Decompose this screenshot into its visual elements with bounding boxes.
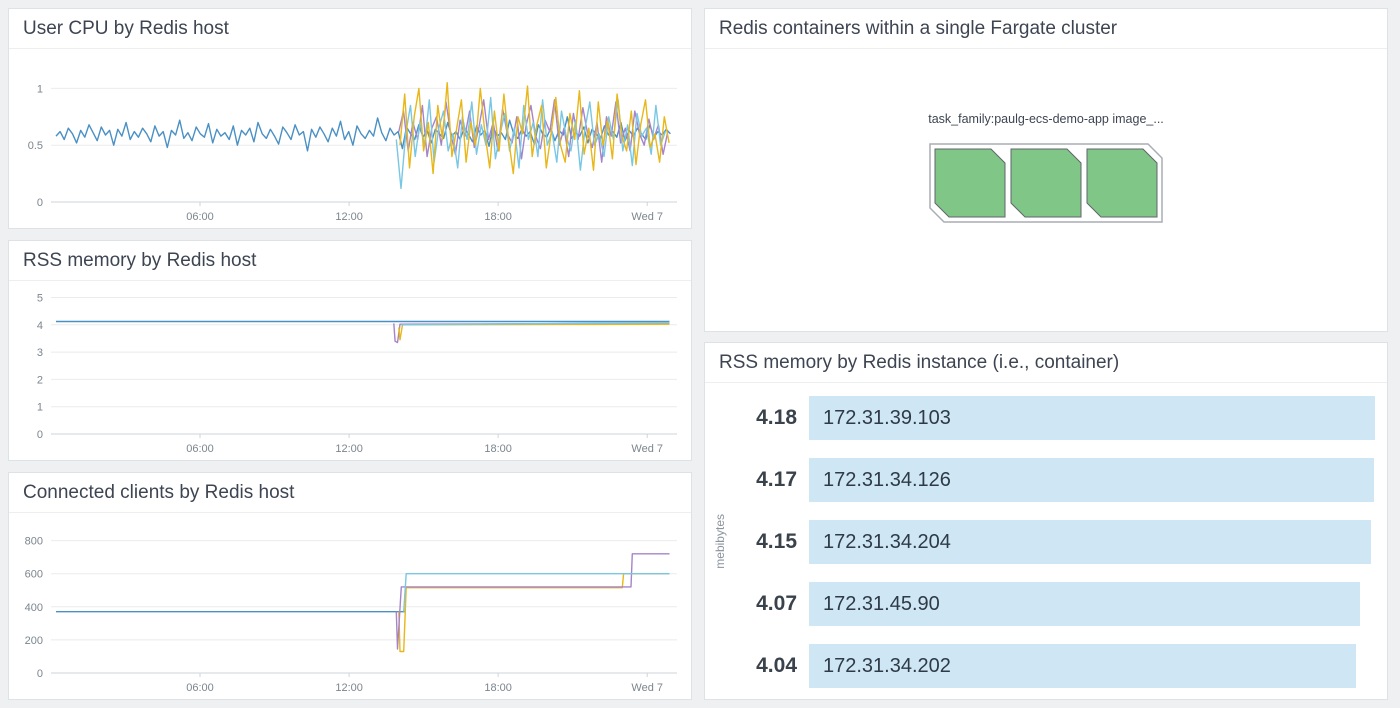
x-tick-label: 12:00 [335,211,363,223]
container-map[interactable]: task_family:paulg-ecs-demo-app image_... [705,50,1387,331]
panel-title-fargate-containers: Redis containers within a single Fargate… [705,9,1387,49]
toplist-bar-label: 172.31.34.202 [823,654,951,677]
series-line [55,116,671,152]
panel-user-cpu: User CPU by Redis host 0 0.5 1 06:00 12:00 18… [8,8,692,229]
container-hex[interactable] [1010,148,1082,218]
series-line [393,322,670,344]
line-chart-svg: 0 200 400 600 800 06:00 12:00 18:00 Wed 7 [25,536,677,694]
toplist-value: 4.15 [756,530,797,553]
panel-title-rss-by-instance: RSS memory by Redis instance (i.e., cont… [705,343,1387,383]
y-tick-label: 0 [37,197,43,209]
toplist-row: 4.04 172.31.34.202 [735,644,1375,688]
y-tick-label: 0 [37,429,43,441]
user-cpu-chart[interactable]: 0 0.5 1 06:00 12:00 18:00 Wed 7 [9,50,691,228]
unit-label: mebibytes [713,513,727,569]
toplist-row: 4.07 172.31.45.90 [735,582,1375,626]
y-tick-label: 3 [37,347,43,359]
container-hex[interactable] [1086,148,1158,218]
container-hex[interactable] [934,148,1006,218]
x-tick-label: 06:00 [186,443,214,455]
toplist-row: 4.17 172.31.34.126 [735,458,1375,502]
toplist-value: 4.07 [756,592,797,615]
y-tick-label: 1 [37,402,43,414]
y-tick-label: 2 [37,374,43,386]
container-hexes [934,148,1158,218]
connected-clients-chart[interactable]: 0 200 400 600 800 06:00 12:00 18:00 Wed 7 [9,514,691,699]
toplist-bar-track: 172.31.34.204 [809,520,1375,564]
toplist-rows: 4.18 172.31.39.103 4.17 172.31.34.126 4.15 17… [735,396,1375,688]
x-tick-label: 18:00 [484,211,512,223]
y-tick-label: 1 [37,83,43,95]
panel-rss-memory: RSS memory by Redis host 0 1 2 3 4 5 06:00 12:0… [8,240,692,461]
toplist-bar-track: 172.31.34.202 [809,644,1375,688]
y-axis-label-strip: mebibytes [705,396,735,686]
x-tick-label: Wed 7 [631,682,663,694]
x-tick-label: 12:00 [335,682,363,694]
toplist-row: 4.18 172.31.39.103 [735,396,1375,440]
y-tick-label: 0.5 [28,140,43,152]
x-tick-label: 12:00 [335,443,363,455]
x-tick-label: 18:00 [484,682,512,694]
panel-rss-by-instance: RSS memory by Redis instance (i.e., cont… [704,342,1388,700]
y-tick-label: 800 [25,536,43,548]
x-tick-label: 06:00 [186,682,214,694]
y-tick-label: 5 [37,293,43,305]
toplist-bar-label: 172.31.45.90 [823,592,940,615]
x-tick-label: 18:00 [484,443,512,455]
toplist-bar-label: 172.31.39.103 [823,406,951,429]
toplist-bar[interactable]: 172.31.39.103 [809,396,1375,440]
y-tick-label: 0 [37,668,43,680]
panel-fargate-containers: Redis containers within a single Fargate… [704,8,1388,332]
toplist-bar-label: 172.31.34.204 [823,530,951,553]
series-line [401,321,670,326]
panel-title-connected-clients: Connected clients by Redis host [9,473,691,513]
toplist-bar[interactable]: 172.31.34.204 [809,520,1371,564]
toplist-bar[interactable]: 172.31.34.202 [809,644,1357,688]
series-line [399,82,670,175]
x-tick-label: 06:00 [186,211,214,223]
toplist-bar-track: 172.31.34.126 [809,458,1375,502]
x-tick-label: Wed 7 [631,443,663,455]
panel-title-user-cpu: User CPU by Redis host [9,9,691,49]
series-line [398,323,670,341]
toplist-value: 4.17 [756,468,797,491]
line-chart-svg: 0 1 2 3 4 5 06:00 12:00 18:00 Wed 7 [37,293,677,455]
task-group-label: task_family:paulg-ecs-demo-app image_... [928,112,1164,126]
toplist-bar-track: 172.31.45.90 [809,582,1375,626]
y-tick-label: 200 [25,635,43,647]
toplist: mebibytes 4.18 172.31.39.103 4.17 172.31.34… [705,384,1387,699]
toplist-value: 4.04 [756,654,797,677]
toplist-bar-label: 172.31.34.126 [823,468,951,491]
y-tick-label: 400 [25,602,43,614]
toplist-bar-track: 172.31.39.103 [809,396,1375,440]
panel-connected-clients: Connected clients by Redis host 0 200 400 6… [8,472,692,700]
rss-memory-chart[interactable]: 0 1 2 3 4 5 06:00 12:00 18:00 Wed 7 [9,282,691,460]
toplist-value: 4.18 [756,406,797,429]
panel-title-rss-memory: RSS memory by Redis host [9,241,691,281]
y-tick-label: 4 [37,320,43,332]
series-line [403,573,670,612]
container-group[interactable] [928,142,1164,226]
y-tick-label: 600 [25,569,43,581]
x-tick-label: Wed 7 [631,211,663,223]
series-line [395,553,670,650]
line-chart-svg: 0 0.5 1 06:00 12:00 18:00 Wed 7 [28,82,677,223]
toplist-bar[interactable]: 172.31.45.90 [809,582,1361,626]
toplist-bar[interactable]: 172.31.34.126 [809,458,1374,502]
toplist-row: 4.15 172.31.34.204 [735,520,1375,564]
